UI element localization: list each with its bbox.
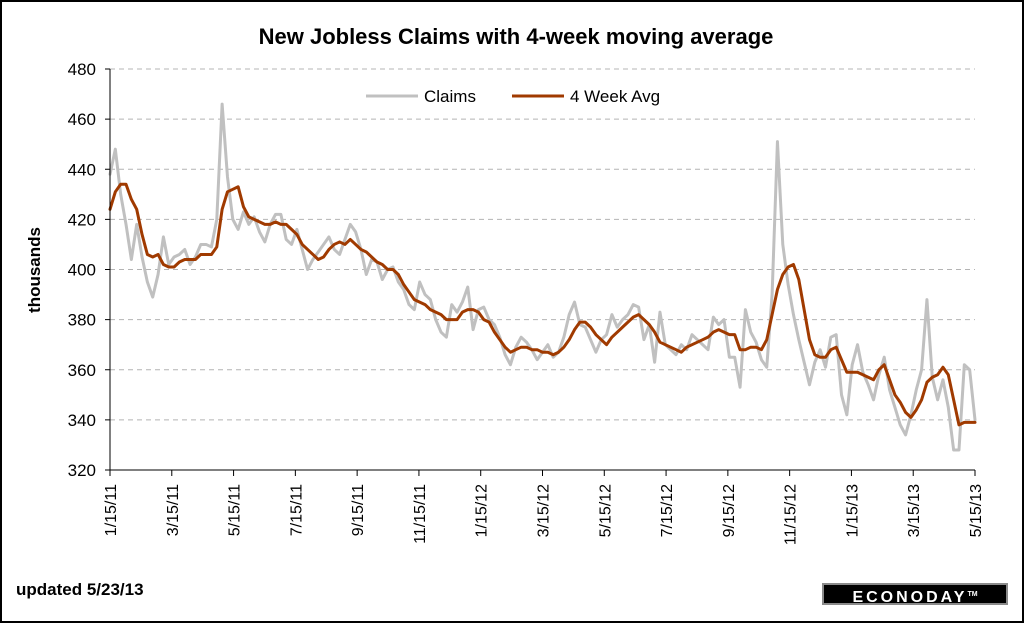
y-tick-label: 460 <box>68 110 96 129</box>
y-tick-label: 400 <box>68 261 96 280</box>
x-tick-label: 1/15/12 <box>474 484 491 537</box>
chart-title: New Jobless Claims with 4-week moving av… <box>259 24 774 49</box>
econoday-logo: ECONODAYTM <box>822 583 1008 606</box>
x-tick-label: 3/15/13 <box>906 484 923 537</box>
y-tick-label: 440 <box>68 160 96 179</box>
y-tick-label: 320 <box>68 461 96 480</box>
series-line-claims <box>108 102 977 452</box>
y-tick-label: 340 <box>68 411 96 430</box>
x-tick-label: 3/15/11 <box>165 484 182 536</box>
brand-trademark: TM <box>967 591 978 598</box>
y-axis-label: thousands <box>25 227 44 313</box>
x-tick-label: 7/15/12 <box>659 484 676 537</box>
series-line-4-week-avg <box>108 182 977 427</box>
x-axis-ticks: 1/15/11 3/15/11 5/15/11 7/15/11 9/15/11 11/15… <box>103 470 985 545</box>
x-tick-label: 5/15/13 <box>968 484 985 537</box>
x-tick-label: 9/15/11 <box>350 484 367 536</box>
x-tick-label: 11/15/11 <box>412 484 429 544</box>
x-tick-label: 3/15/12 <box>536 484 553 537</box>
y-axis-ticks: 320 340 360 380 400 420 440 460 480 <box>68 60 110 480</box>
series-lines <box>108 102 977 452</box>
y-tick-label: 360 <box>68 361 96 380</box>
y-tick-label: 420 <box>68 210 96 229</box>
x-tick-label: 5/15/11 <box>227 484 244 536</box>
axes <box>109 69 975 471</box>
y-tick-label: 380 <box>68 311 96 330</box>
x-tick-label: 5/15/12 <box>597 484 614 537</box>
x-tick-label: 1/15/11 <box>103 484 120 536</box>
legend-label-4-week-avg: 4 Week Avg <box>570 87 660 106</box>
x-tick-label: 11/15/12 <box>783 484 800 545</box>
x-tick-label: 9/15/12 <box>721 484 738 537</box>
x-tick-label: 1/15/13 <box>844 484 861 537</box>
x-tick-label: 7/15/11 <box>288 484 305 536</box>
updated-note: updated 5/23/13 <box>16 580 144 599</box>
legend: Claims 4 Week Avg <box>366 87 660 106</box>
brand-name: ECONODAY <box>852 589 968 606</box>
y-tick-label: 480 <box>68 60 96 79</box>
legend-label-claims: Claims <box>424 87 476 106</box>
